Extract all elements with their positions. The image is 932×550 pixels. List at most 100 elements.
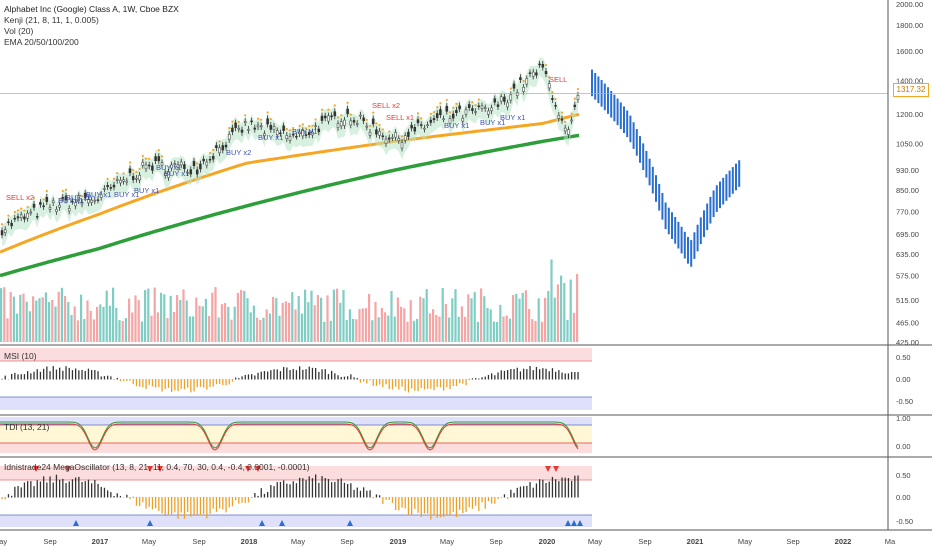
mega-bar — [321, 476, 323, 498]
msi-bar — [366, 379, 368, 384]
kenji-dot — [266, 111, 269, 114]
projection-bar — [687, 237, 689, 264]
msi-bar — [270, 370, 272, 380]
volume-bar — [512, 295, 515, 342]
candle — [499, 96, 503, 102]
mega-bar — [244, 497, 246, 503]
candle — [519, 77, 522, 80]
msi-bar — [212, 379, 214, 387]
msi-bar — [244, 374, 246, 380]
mega-bar — [484, 497, 486, 509]
volume-bar — [476, 321, 479, 342]
legend-kenji[interactable]: Kenji (21, 8, 11, 1, 0.005) — [4, 15, 99, 25]
volume-bar — [441, 288, 444, 342]
mega-bar — [123, 497, 125, 498]
time-axis[interactable]: May Sep 2017 May Sep 2018 May Sep 2019 May Sep 2020… — [0, 537, 896, 546]
mega-bar — [228, 497, 230, 508]
tdi-label[interactable]: TDI (13, 21) — [4, 422, 50, 432]
volume-bar — [384, 312, 387, 342]
candle — [58, 204, 61, 208]
volume-bar — [284, 301, 287, 342]
price-tick-label: 465.00 — [896, 318, 919, 327]
volume-bar — [246, 298, 249, 342]
mega-bar — [23, 482, 26, 498]
msi-bar — [49, 371, 51, 380]
msi-bar — [228, 379, 230, 385]
price-axis[interactable]: 1800.00 1600.00 1400.00 1200.00 1050.00 930.0… — [0, 0, 932, 531]
msi-bar — [142, 379, 144, 388]
volume-bar — [25, 301, 28, 342]
mega-label[interactable]: Idnistrade24 MegaOscillator (13, 8, 21, … — [4, 462, 310, 472]
candle — [275, 130, 279, 136]
msi-bar — [43, 368, 45, 380]
msi-bar — [299, 366, 301, 380]
volume-bar — [403, 308, 406, 342]
kenji-dot — [378, 123, 381, 127]
candle — [298, 131, 301, 134]
kenji-dot — [292, 126, 295, 130]
price-tick-label: 515.00 — [896, 296, 919, 305]
volume-bar — [496, 321, 499, 342]
kenji-dot — [212, 148, 215, 152]
kenji-dot — [160, 155, 164, 158]
price-tick-label: 635.00 — [896, 250, 919, 259]
volume-bar — [460, 306, 463, 342]
msi-bar — [39, 371, 42, 380]
kenji-dot — [336, 116, 340, 119]
candle — [509, 94, 513, 101]
msi-bar — [225, 379, 227, 386]
msi-bar — [436, 379, 438, 387]
price-tick-label: 850.00 — [896, 186, 919, 195]
candle — [333, 111, 337, 117]
candle — [218, 147, 221, 154]
volume-bar — [528, 308, 531, 342]
pane-tick-label: 1.00 — [896, 414, 911, 423]
msi-bar — [321, 369, 323, 380]
candle — [96, 199, 100, 201]
kenji-dot — [32, 196, 36, 199]
volume-bar — [304, 289, 307, 342]
volume-bar — [480, 288, 483, 342]
volume-bar — [339, 302, 342, 342]
msi-bar — [302, 369, 304, 380]
volume-bar — [73, 306, 76, 342]
msi-bar — [100, 376, 102, 380]
mega-bar — [164, 497, 166, 517]
kenji-dot — [333, 104, 336, 107]
msi-bar — [475, 378, 477, 380]
candle — [362, 117, 365, 122]
candle — [106, 185, 109, 188]
volume-bar — [377, 317, 380, 342]
candle — [480, 105, 484, 109]
mega-bar — [462, 497, 464, 514]
volume-bar — [96, 306, 99, 342]
candle — [426, 124, 429, 127]
candle — [23, 216, 26, 220]
mega-bar — [91, 483, 93, 498]
volume-bar — [169, 295, 172, 342]
candle — [560, 118, 564, 121]
mega-bar — [273, 486, 275, 498]
candle — [423, 127, 426, 130]
msi-bar — [59, 367, 61, 380]
mega-bar — [327, 478, 330, 498]
projection-bar — [706, 203, 709, 231]
mega-bar — [571, 480, 573, 498]
mega-bar — [68, 481, 70, 498]
volume-bar — [265, 309, 268, 342]
volume-bar — [182, 289, 185, 342]
mega-bar — [305, 480, 307, 498]
legend-ema[interactable]: EMA 20/50/100/200 — [4, 37, 79, 47]
volume-bar — [112, 287, 115, 342]
legend-vol[interactable]: Vol (20) — [4, 26, 34, 36]
candle — [397, 138, 401, 141]
kenji-dot — [58, 197, 61, 200]
candle — [243, 121, 247, 123]
candle — [525, 78, 529, 85]
msi-label[interactable]: MSI (10) — [4, 351, 37, 361]
kenji-dot — [455, 102, 458, 106]
candle — [16, 216, 20, 219]
kenji-dot — [400, 135, 404, 138]
